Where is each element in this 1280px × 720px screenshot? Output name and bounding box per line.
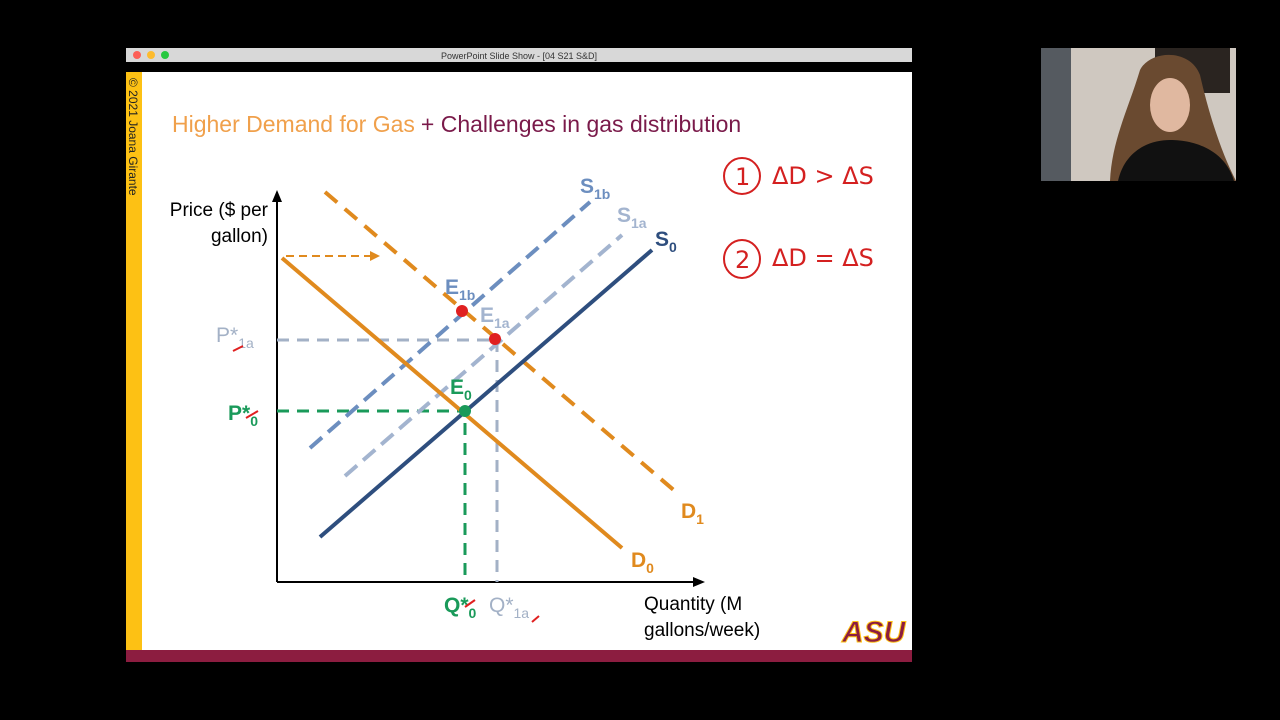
pen-mark xyxy=(464,599,476,608)
curve-label: S1a xyxy=(617,204,647,231)
equilibrium-point xyxy=(489,333,501,345)
label-sub: 1a xyxy=(494,315,510,331)
x-axis-label: gallons/week) xyxy=(644,620,760,641)
pen-mark xyxy=(531,615,540,623)
slide xyxy=(126,72,912,650)
label-base: D xyxy=(631,549,646,572)
logo: ASU xyxy=(841,616,907,649)
annotation-text: ΔD > ΔS xyxy=(772,162,874,190)
supply-curve xyxy=(343,233,624,478)
title-bar xyxy=(126,48,912,62)
annotation-circle xyxy=(723,157,761,195)
video-curtain xyxy=(1041,48,1071,181)
label-base: P* xyxy=(216,324,238,347)
annotation-text: ΔD = ΔS xyxy=(772,244,874,272)
supply-curve xyxy=(308,200,592,450)
label-base: S xyxy=(580,175,594,198)
zoom-button[interactable] xyxy=(161,51,169,59)
shift-arrow-head xyxy=(370,251,380,261)
annotation-number: 2 xyxy=(735,246,750,274)
axes xyxy=(276,198,697,583)
label-sub: 0 xyxy=(464,387,472,403)
side-strip xyxy=(126,72,142,650)
label-sub: 1b xyxy=(459,287,475,303)
annotation-number: 1 xyxy=(735,163,750,191)
curve-label: S1b xyxy=(580,175,610,202)
label-base: E xyxy=(445,276,459,299)
slide-title: Higher Demand for Gas + Challenges in gas… xyxy=(172,111,741,137)
point-label: E0 xyxy=(450,376,472,403)
price-label: P*0 xyxy=(228,402,258,429)
x-axis-label: Quantity (M xyxy=(644,594,742,615)
window-title: PowerPoint Slide Show - [04 S21 S&D] xyxy=(441,51,597,61)
curve-label: D0 xyxy=(631,549,654,576)
label-base: E xyxy=(480,304,494,327)
video-face xyxy=(1150,78,1190,132)
y-axis-label: gallon) xyxy=(211,226,268,247)
supply-curve xyxy=(318,248,654,539)
equilibrium-point xyxy=(459,405,471,417)
equilibrium-point xyxy=(456,305,468,317)
label-sub: 0 xyxy=(469,605,477,621)
curve-label: D1 xyxy=(681,500,704,527)
label-base: P* xyxy=(228,402,251,425)
bottom-band xyxy=(126,650,912,662)
label-sub: 1a xyxy=(514,605,530,621)
quantity-label: Q*0 xyxy=(444,594,477,621)
label-sub: 1a xyxy=(631,215,647,231)
point-label: E1b xyxy=(445,276,475,303)
annotation-circle xyxy=(723,239,761,279)
minimize-button[interactable] xyxy=(147,51,155,59)
label-base: D xyxy=(681,500,696,523)
pen-mark xyxy=(232,345,244,352)
label-sub: 0 xyxy=(250,413,258,429)
close-button[interactable] xyxy=(133,51,141,59)
label-base: S xyxy=(617,204,631,227)
label-sub: 0 xyxy=(669,239,677,255)
title-supply: + Challenges in gas distribution xyxy=(421,111,741,137)
point-label: E1a xyxy=(480,304,510,331)
label-sub: 1a xyxy=(238,335,254,351)
curve-label: S0 xyxy=(655,228,677,255)
label-sub: 0 xyxy=(646,560,654,576)
label-base: Q* xyxy=(444,594,469,617)
label-sub: 1 xyxy=(696,511,704,527)
label-base: Q* xyxy=(489,594,514,617)
copyright: © 2021 Joana Girante xyxy=(126,78,140,196)
pen-mark xyxy=(245,410,259,419)
label-sub: 1b xyxy=(594,186,610,202)
video-body xyxy=(1118,140,1234,181)
y-axis-label: Price ($ per xyxy=(170,200,269,221)
quantity-label: Q*1a xyxy=(489,594,529,621)
demand-curve xyxy=(280,256,624,550)
label-base: E xyxy=(450,376,464,399)
label-base: S xyxy=(655,228,669,251)
title-demand: Higher Demand for Gas xyxy=(172,111,415,137)
webcam-video xyxy=(1041,48,1236,181)
